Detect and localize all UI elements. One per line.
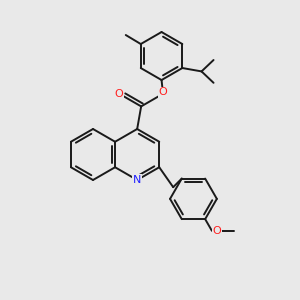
Text: O: O bbox=[115, 89, 124, 99]
Text: O: O bbox=[213, 226, 221, 236]
Text: O: O bbox=[158, 87, 167, 98]
Text: N: N bbox=[133, 175, 141, 185]
